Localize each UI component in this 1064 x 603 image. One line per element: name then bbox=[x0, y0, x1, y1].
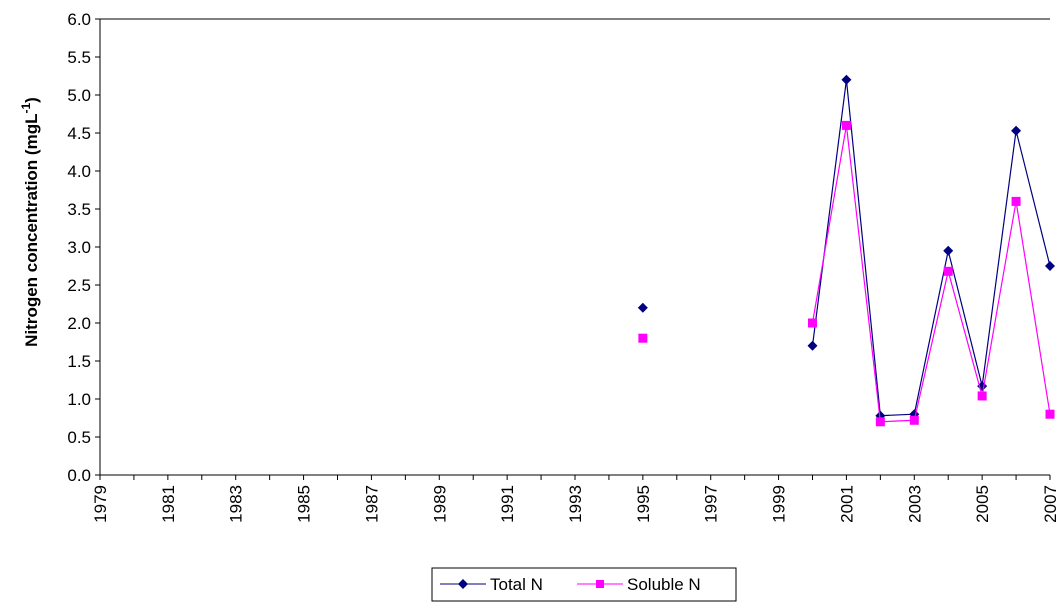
series-total-n-point bbox=[943, 245, 954, 256]
series-soluble-n-point bbox=[943, 266, 953, 276]
x-tick-label: 1995 bbox=[634, 485, 653, 523]
series-soluble-n-point bbox=[841, 120, 851, 130]
y-tick-label: 2.0 bbox=[67, 314, 91, 333]
y-axis-title-main: Nitrogen concentration (mgL bbox=[22, 114, 41, 347]
series-layer bbox=[637, 74, 1055, 427]
series-soluble-n-segment bbox=[947, 271, 983, 397]
series-soluble-n-point bbox=[909, 415, 919, 425]
x-tick-label: 1991 bbox=[498, 485, 517, 523]
y-tick-label: 5.5 bbox=[67, 48, 91, 67]
series-soluble-n-segment bbox=[1015, 201, 1051, 415]
series-soluble-n-point bbox=[808, 318, 817, 328]
series-soluble-n-point bbox=[977, 391, 987, 401]
series-soluble-n-segment bbox=[880, 419, 915, 423]
y-axis-title: Nitrogen concentration (mgL-1) bbox=[19, 97, 41, 347]
series-soluble-n-segment bbox=[913, 271, 949, 421]
series-total-n-point bbox=[841, 74, 852, 85]
series-soluble-n-point bbox=[1045, 409, 1055, 419]
series-total-n-point bbox=[637, 302, 648, 313]
y-axis-title-suffix: ) bbox=[22, 97, 41, 103]
x-tick-label: 1999 bbox=[770, 485, 789, 523]
y-tick-label: 3.0 bbox=[67, 238, 91, 257]
y-tick-label: 5.0 bbox=[67, 86, 91, 105]
series-total-n-segment bbox=[811, 79, 848, 346]
series-soluble-n-point bbox=[875, 417, 885, 427]
series-total-n-segment bbox=[981, 130, 1017, 387]
series-total-n-segment bbox=[913, 250, 949, 415]
series-total-n-segment bbox=[1015, 130, 1051, 267]
x-tick-label: 1983 bbox=[227, 485, 246, 523]
x-tick-label: 2003 bbox=[905, 485, 924, 523]
x-tick-label: 1985 bbox=[295, 485, 314, 523]
y-tick-label: 0.0 bbox=[67, 466, 91, 485]
y-tick-label: 3.5 bbox=[67, 200, 91, 219]
series-soluble-n bbox=[638, 120, 1055, 427]
series-soluble-n-segment bbox=[811, 125, 848, 324]
series-total-n-point bbox=[807, 340, 818, 351]
series-total-n-segment bbox=[845, 79, 881, 416]
x-tick-label: 1987 bbox=[362, 485, 381, 523]
y-tick-label: 0.5 bbox=[67, 428, 91, 447]
series-total-n-segment bbox=[880, 413, 915, 417]
y-axis-title-superscript: -1 bbox=[19, 103, 33, 114]
y-tick-label: 1.0 bbox=[67, 390, 91, 409]
legend: Total N Soluble N bbox=[431, 567, 737, 602]
x-axis-ticks: 1979 1981 1983 1985 1987 1989 1991 1993 1995 1997… bbox=[91, 475, 1060, 523]
legend-total-n-marker bbox=[458, 579, 468, 589]
series-total-n-point bbox=[1045, 261, 1055, 271]
legend-soluble-n-marker bbox=[596, 580, 604, 588]
y-tick-label: 6.0 bbox=[67, 10, 91, 29]
x-tick-label: 2001 bbox=[837, 485, 856, 523]
x-tick-label: 1981 bbox=[159, 485, 178, 523]
x-tick-label: 1979 bbox=[91, 485, 110, 523]
x-tick-label: 2007 bbox=[1041, 485, 1060, 523]
x-tick-label: 2005 bbox=[973, 485, 992, 523]
series-soluble-n-segment bbox=[845, 125, 881, 422]
legend-soluble-n-label: Soluble N bbox=[627, 575, 701, 594]
legend-total-n-label: Total N bbox=[490, 575, 543, 594]
y-tick-label: 4.0 bbox=[67, 162, 91, 181]
y-axis-ticks: 0.0 0.5 1.0 1.5 2.0 2.5 3.0 3.5 4.0 4.5 5.0 5.5 6.0 bbox=[67, 10, 100, 485]
y-tick-label: 2.5 bbox=[67, 276, 91, 295]
series-soluble-n-point bbox=[1011, 196, 1021, 206]
series-total-n-segment bbox=[947, 250, 983, 387]
series-total-n-point bbox=[1011, 125, 1022, 136]
series-soluble-n-point bbox=[638, 333, 648, 343]
y-tick-label: 4.5 bbox=[67, 124, 91, 143]
x-tick-label: 1989 bbox=[430, 485, 449, 523]
x-tick-label: 1997 bbox=[702, 485, 721, 523]
y-tick-label: 1.5 bbox=[67, 352, 91, 371]
series-soluble-n-segment bbox=[981, 201, 1017, 397]
x-tick-label: 1993 bbox=[566, 485, 585, 523]
